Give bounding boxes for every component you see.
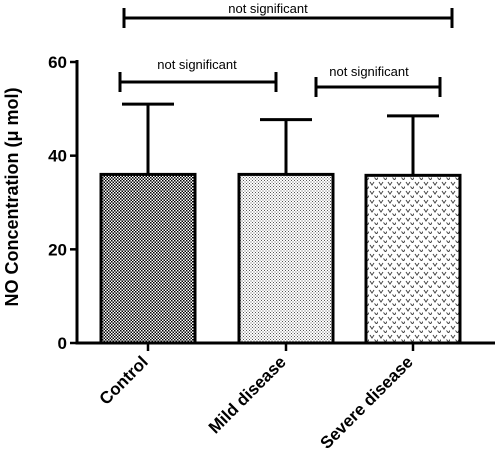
axes <box>75 60 495 351</box>
y-tick-label: 0 <box>58 334 67 353</box>
error-bars <box>122 102 439 176</box>
y-tick-label: 40 <box>48 147 67 166</box>
y-axis-label: NO Concentration (μ mol) <box>2 87 22 306</box>
bars <box>99 172 462 345</box>
bar-mild-disease <box>237 172 335 345</box>
x-tick-label: Mild disease <box>205 352 290 437</box>
x-labels: Control Mild disease Severe disease <box>96 352 417 452</box>
y-ticks: 0 20 40 60 <box>48 53 77 353</box>
y-tick-label: 20 <box>48 240 67 259</box>
bar-control <box>99 172 197 345</box>
x-tick-label: Control <box>96 352 152 408</box>
sig-label: not significant <box>329 64 409 79</box>
y-tick-label: 60 <box>48 53 67 72</box>
x-tick-label: Severe disease <box>316 352 416 452</box>
significance-brackets: not significant not significant not signif… <box>118 1 454 97</box>
sig-label: not significant <box>157 57 237 72</box>
bar-severe-disease <box>364 173 462 345</box>
sig-label: not significant <box>228 1 308 16</box>
